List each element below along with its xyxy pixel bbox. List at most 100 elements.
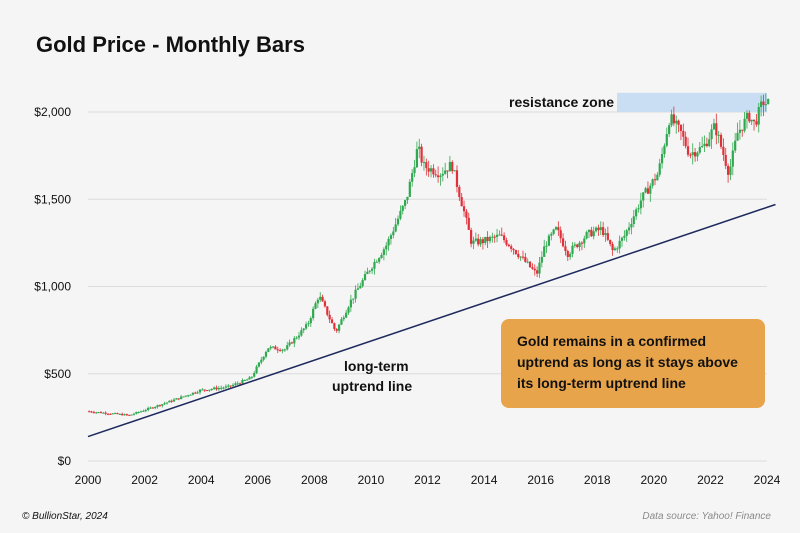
candle-body bbox=[729, 166, 732, 175]
candle-body bbox=[649, 185, 652, 194]
candle-body bbox=[642, 192, 645, 201]
candle-body bbox=[599, 227, 602, 231]
candle-body bbox=[616, 248, 619, 250]
candle-body bbox=[319, 296, 322, 300]
candle-body bbox=[147, 407, 150, 411]
candle-body bbox=[139, 411, 143, 413]
candle-body bbox=[635, 209, 638, 217]
candle-body bbox=[488, 236, 492, 242]
candle-body bbox=[257, 362, 261, 367]
candle-body bbox=[180, 396, 183, 400]
x-tick-label: 2006 bbox=[244, 473, 271, 487]
candle-body bbox=[498, 234, 501, 236]
candle-body bbox=[274, 346, 277, 350]
candle-body bbox=[227, 385, 230, 387]
candle-body bbox=[604, 233, 607, 235]
candle-body bbox=[724, 155, 727, 166]
resistance-zone bbox=[617, 92, 767, 112]
candle-body bbox=[168, 400, 171, 403]
copyright-footer: © BullionStar, 2024 bbox=[22, 511, 108, 522]
candle-body bbox=[609, 239, 612, 245]
candle-body bbox=[719, 134, 723, 147]
candle-body bbox=[165, 402, 169, 404]
candle-body bbox=[269, 346, 272, 349]
candle-body bbox=[104, 412, 107, 414]
candle-body bbox=[302, 328, 305, 331]
candle-body bbox=[408, 181, 411, 197]
candle-body bbox=[297, 335, 301, 338]
candle-body bbox=[267, 348, 270, 352]
candle-body bbox=[757, 107, 760, 125]
candle-body bbox=[290, 342, 294, 344]
candle-body bbox=[156, 405, 159, 407]
candle-body bbox=[710, 129, 713, 140]
candle-body bbox=[328, 314, 331, 320]
candle-body bbox=[736, 132, 739, 141]
x-tick-label: 2012 bbox=[414, 473, 441, 487]
candle-body bbox=[660, 153, 664, 164]
candle-body bbox=[137, 412, 140, 414]
candle-body bbox=[349, 299, 352, 308]
candle-body bbox=[307, 323, 310, 325]
candle-body bbox=[304, 324, 308, 329]
candle-body bbox=[486, 236, 489, 242]
candle-body bbox=[255, 366, 258, 374]
candle-body bbox=[726, 165, 730, 175]
candle-body bbox=[373, 262, 376, 269]
candle-body bbox=[253, 373, 256, 377]
candle-body bbox=[382, 249, 385, 255]
candle-body bbox=[116, 413, 119, 415]
candle-body bbox=[429, 168, 433, 172]
candle-body bbox=[123, 414, 126, 416]
candle-body bbox=[684, 136, 687, 147]
x-tick-label: 2010 bbox=[358, 473, 385, 487]
x-tick-label: 2014 bbox=[471, 473, 498, 487]
candle-body bbox=[573, 244, 576, 246]
candle-body bbox=[564, 246, 567, 251]
candle-body bbox=[571, 245, 574, 254]
candle-body bbox=[675, 120, 678, 124]
candle-body bbox=[455, 170, 459, 187]
candle-body bbox=[309, 318, 312, 324]
candle-body bbox=[345, 312, 348, 318]
candle-body bbox=[708, 139, 711, 147]
candle-body bbox=[630, 223, 633, 228]
candle-body bbox=[491, 236, 494, 238]
candle-body bbox=[198, 389, 202, 393]
candle-body bbox=[231, 384, 235, 387]
candle-body bbox=[479, 239, 482, 245]
candle-body bbox=[517, 253, 520, 258]
candle-body bbox=[432, 168, 435, 175]
trend-label-line1: long-term bbox=[344, 358, 409, 374]
candle-body bbox=[191, 392, 195, 395]
candle-body bbox=[326, 306, 329, 315]
candle-body bbox=[281, 349, 284, 351]
candle-body bbox=[276, 349, 279, 351]
candle-body bbox=[748, 112, 751, 122]
candle-body bbox=[215, 387, 218, 390]
x-tick-label: 2008 bbox=[301, 473, 328, 487]
candle-body bbox=[92, 412, 95, 414]
candle-body bbox=[121, 413, 124, 416]
x-tick-label: 2002 bbox=[131, 473, 158, 487]
candle-body bbox=[767, 98, 770, 105]
candle-body bbox=[203, 389, 206, 391]
candle-body bbox=[505, 240, 508, 245]
candle-body bbox=[161, 404, 164, 406]
candle-body bbox=[470, 229, 473, 244]
candle-body bbox=[557, 227, 560, 231]
candle-body bbox=[333, 323, 336, 329]
candle-body bbox=[187, 395, 190, 397]
candle-body bbox=[500, 234, 503, 236]
candle-body bbox=[250, 376, 253, 378]
candle-body bbox=[316, 299, 319, 304]
candle-body bbox=[422, 162, 426, 164]
candle-body bbox=[656, 174, 659, 181]
candle-body bbox=[312, 308, 315, 319]
candle-body bbox=[130, 414, 133, 416]
x-tick-label: 2000 bbox=[75, 473, 102, 487]
candle-body bbox=[453, 170, 456, 172]
candle-body bbox=[413, 167, 416, 174]
candle-body bbox=[220, 387, 223, 389]
